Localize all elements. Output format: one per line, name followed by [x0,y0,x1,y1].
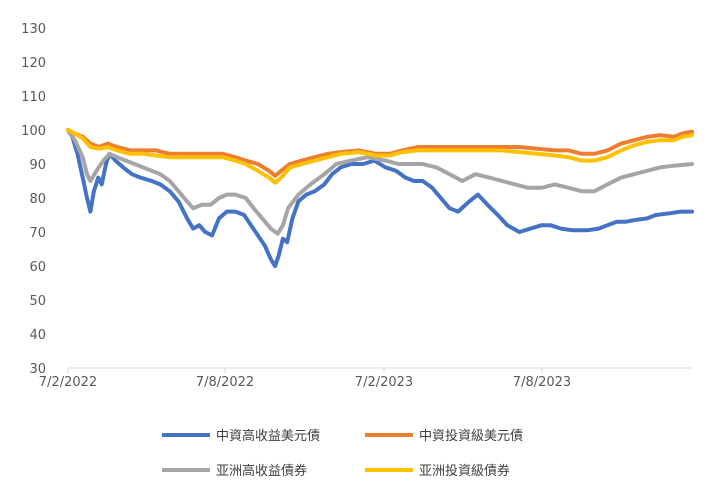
y-tick-label: 130 [21,22,46,37]
y-axis: 30 40 50 60 70 80 90 100 110 120 130 [21,22,46,377]
x-tick-label: 7/2/2022 [39,375,97,390]
x-tick-label: 7/8/2023 [513,375,571,390]
y-tick-label: 50 [29,294,46,309]
series-line-2 [66,128,694,236]
x-axis: 7/2/2022 7/8/2022 7/2/2023 7/8/2023 [39,367,692,390]
x-tick-label: 7/2/2023 [355,375,413,390]
y-tick-label: 90 [29,158,46,173]
series-line-0 [66,128,694,268]
series-line-1 [66,128,694,178]
x-tick-label: 7/8/2022 [196,375,254,390]
legend-label: 中資投資級美元債 [419,428,523,444]
legend-label: 中資高收益美元債 [216,428,320,444]
y-tick-label: 60 [29,260,46,275]
y-tick-label: 100 [21,124,46,139]
series-line-3 [66,128,694,185]
y-tick-label: 80 [29,192,46,207]
y-tick-label: 40 [29,328,46,343]
y-tick-label: 70 [29,226,46,241]
legend-label: 亚洲高收益債券 [216,463,307,479]
legend-label: 亚洲投資級債券 [419,463,510,479]
y-tick-label: 120 [21,56,46,71]
y-tick-label: 30 [29,362,46,377]
y-tick-label: 110 [21,90,46,105]
series-layer [66,128,694,268]
